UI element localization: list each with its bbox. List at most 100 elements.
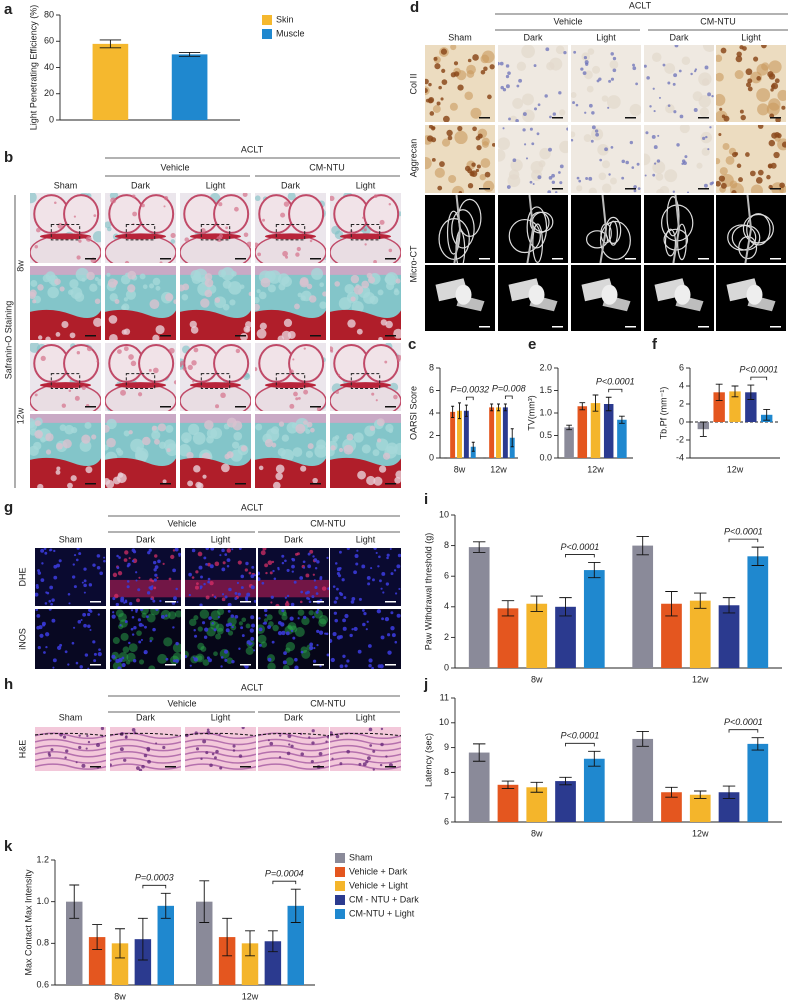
- scale-bar: [85, 335, 96, 337]
- texture-dot: [549, 115, 552, 119]
- texture-dot: [156, 576, 159, 579]
- texture-dot: [629, 140, 634, 145]
- texture-dot: [115, 658, 120, 664]
- texture-dot: [55, 332, 61, 337]
- texture-dot: [207, 577, 211, 581]
- texture-dot: [218, 733, 221, 736]
- texture-dot: [425, 98, 430, 103]
- texture-dot: [768, 139, 776, 147]
- texture-dot: [294, 657, 298, 662]
- texture-dot: [306, 590, 310, 594]
- micrograph: [425, 265, 495, 331]
- texture-dot: [766, 102, 780, 116]
- micrograph: [110, 727, 181, 771]
- texture-dot: [522, 93, 534, 106]
- image-bg: [498, 45, 568, 122]
- texture: [339, 233, 392, 240]
- texture-dot: [227, 630, 234, 636]
- micrograph: [716, 195, 786, 263]
- texture-dot: [353, 285, 364, 295]
- texture-dot: [108, 315, 118, 324]
- bar: [264, 941, 282, 985]
- y-tick-label: 1.2: [36, 854, 49, 864]
- texture-dot: [657, 134, 660, 137]
- texture-dot: [37, 571, 42, 575]
- texture-dot: [267, 560, 273, 566]
- texture-dot: [346, 749, 351, 754]
- column-label: Light: [596, 32, 616, 42]
- texture-dot: [44, 632, 50, 637]
- texture-dot: [664, 63, 676, 74]
- texture-dot: [101, 735, 104, 738]
- texture-dot: [71, 641, 75, 645]
- texture-dot: [52, 666, 55, 669]
- texture-dot: [480, 158, 491, 168]
- p-value: P<0.0001: [724, 717, 763, 727]
- texture-dot: [368, 727, 373, 732]
- texture-dot: [110, 763, 112, 767]
- texture-dot: [184, 237, 190, 242]
- texture-dot: [464, 91, 474, 101]
- texture-dot: [342, 618, 346, 623]
- texture-dot: [87, 667, 90, 669]
- texture-dot: [88, 583, 93, 587]
- texture-dot: [111, 654, 116, 659]
- texture-dot: [122, 646, 130, 654]
- texture-dot: [394, 288, 399, 293]
- texture-dot: [372, 768, 375, 771]
- texture-dot: [672, 190, 676, 193]
- texture-dot: [334, 230, 344, 240]
- texture: [258, 751, 329, 758]
- texture-dot: [165, 614, 168, 618]
- texture-dot: [505, 64, 510, 68]
- texture-dot: [339, 664, 344, 669]
- texture-dot: [45, 433, 54, 442]
- texture-dot: [312, 615, 315, 619]
- texture-dot: [500, 85, 504, 90]
- texture: [110, 763, 181, 770]
- texture-dot: [134, 447, 149, 462]
- bar: [632, 545, 654, 668]
- texture-dot: [127, 284, 136, 293]
- texture-dot: [72, 563, 75, 566]
- texture-dot: [330, 346, 334, 352]
- texture-dot: [213, 628, 217, 632]
- texture-dot: [539, 147, 551, 160]
- texture-dot: [117, 666, 122, 669]
- texture-dot: [355, 562, 359, 566]
- texture-dot: [187, 364, 193, 370]
- texture-dot: [458, 190, 463, 193]
- texture-dot: [111, 614, 116, 619]
- texture-dot: [332, 632, 337, 637]
- texture-dot: [506, 185, 511, 189]
- texture-dot: [249, 628, 254, 633]
- texture-dot: [73, 585, 77, 589]
- texture-dot: [237, 592, 241, 596]
- texture-dot: [356, 328, 363, 335]
- texture-dot: [364, 243, 367, 246]
- texture-dot: [204, 273, 213, 281]
- micrograph: [330, 609, 401, 669]
- texture-dot: [245, 623, 251, 629]
- panel-letter: h: [4, 676, 13, 693]
- texture-dot: [125, 289, 137, 300]
- texture-dot: [225, 628, 230, 633]
- texture-dot: [447, 135, 453, 141]
- texture-dot: [481, 137, 490, 146]
- texture-dot: [373, 194, 378, 199]
- texture-dot: [690, 72, 693, 76]
- texture-dot: [271, 560, 275, 564]
- texture-dot: [262, 548, 267, 551]
- texture-dot: [200, 298, 210, 308]
- texture: [528, 284, 545, 305]
- texture-dot: [430, 137, 437, 143]
- texture-dot: [471, 162, 476, 167]
- legend-label: CM-NTU + Light: [349, 908, 415, 918]
- y-tick-label: 0.5: [539, 430, 552, 440]
- texture-dot: [720, 182, 727, 189]
- texture-dot: [537, 103, 541, 107]
- texture-dot: [394, 592, 398, 595]
- zoom-box: [275, 373, 306, 390]
- micrograph: [35, 609, 106, 669]
- texture-dot: [282, 660, 287, 665]
